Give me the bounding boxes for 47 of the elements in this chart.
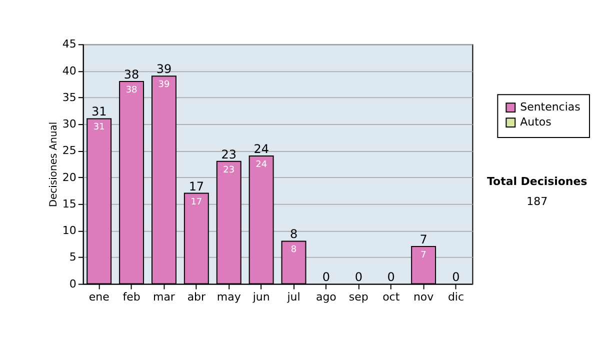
x-tick-label: ene [88,290,110,304]
x-tick-label: jul [286,290,300,304]
x-tick-label: may [216,290,242,304]
data-label: 24 [256,160,268,170]
y-tick-label: 5 [69,250,76,264]
data-label: 31 [93,122,105,133]
total-label: 0 [452,270,460,284]
x-tick-label: jun [252,290,270,304]
data-label: 38 [126,85,138,96]
total-label: 24 [254,142,269,156]
y-tick-label: 25 [62,144,76,158]
data-label: 23 [223,165,235,176]
total-label: 38 [124,67,140,82]
y-tick-label: 40 [62,64,76,78]
total-label: 39 [156,62,172,76]
x-tick-label: oct [382,290,400,304]
y-tick-label: 45 [62,38,76,51]
total-label: 8 [290,227,298,242]
x-tick-label: dic [448,290,464,304]
y-axis-title: Decisiones Anual [48,122,60,208]
total-label: 23 [221,147,236,162]
text: 187 [526,194,548,208]
y-tick-label: 10 [62,224,76,238]
data-label: 39 [158,80,170,90]
y-tick-label: 35 [62,90,76,104]
total-label: 0 [322,270,330,284]
x-tick-label: abr [187,290,206,304]
total-label: 17 [188,179,204,194]
total-label: 7 [420,232,428,247]
total-label: 31 [91,104,107,119]
y-tick-label: 0 [69,277,76,290]
x-tick-label: nov [413,290,434,304]
y-tick-label: 20 [62,170,76,184]
total-label: 0 [354,270,362,284]
x-tick-label: sep [348,290,368,304]
y-tick-label: 15 [62,197,76,210]
x-tick-label: ago [316,290,337,304]
text: Total Decisiones [487,174,588,188]
x-tick-label: feb [122,290,140,304]
legend-label: Sentencias [520,100,581,114]
legend-label: Autos [520,116,552,129]
data-label: 17 [190,197,202,208]
data-label: 7 [420,250,426,260]
x-tick-label: mar [153,290,176,304]
y-tick-label: 30 [62,118,76,131]
total-label: 0 [387,270,395,284]
data-label: 8 [290,245,297,256]
